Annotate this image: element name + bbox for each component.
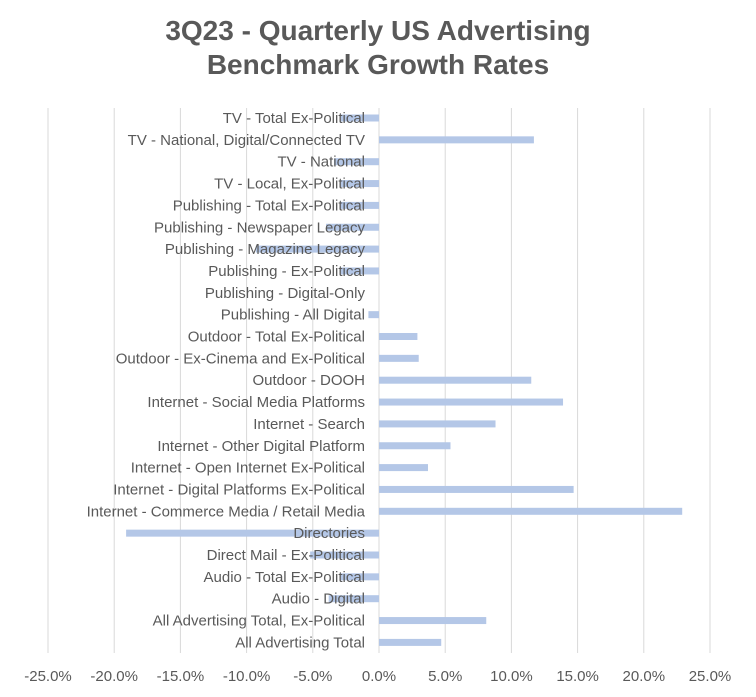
x-tick-label-8: 15.0% [556, 668, 599, 685]
bar-11 [379, 354, 419, 362]
category-label-23: All Advertising Total, Ex-Political [153, 613, 365, 630]
category-label-layer: TV - Total Ex-Political TV - National, Di… [87, 110, 366, 651]
category-label-17: Internet - Digital Platforms Ex-Politica… [113, 481, 365, 498]
category-label-3: TV - Local, Ex-Political [214, 176, 365, 193]
x-tick-label-1: -20.0% [90, 668, 138, 685]
bar-20 [310, 551, 379, 559]
category-label-22: Audio - Digital [272, 591, 365, 608]
category-label-2: TV - National [277, 154, 365, 171]
x-tick-label-0: -25.0% [24, 668, 72, 685]
bar-12 [379, 376, 532, 384]
bar-24 [379, 638, 442, 646]
x-tick-label-3: -10.0% [223, 668, 271, 685]
x-tick-label-7: 10.0% [490, 668, 533, 685]
category-label-1: TV - National, Digital/Connected TV [128, 132, 365, 149]
bar-22 [328, 595, 379, 603]
bar-6 [255, 245, 379, 253]
x-tick-label-6: 5.0% [428, 668, 462, 685]
category-label-15: Internet - Other Digital Platform [157, 438, 365, 455]
bar-0 [340, 114, 379, 122]
category-label-20: Direct Mail - Ex-Political [207, 547, 365, 564]
category-label-5: Publishing - Newspaper Legacy [154, 219, 365, 236]
category-label-10: Outdoor - Total Ex-Political [188, 329, 365, 346]
chart-title: 3Q23 - Quarterly US Advertising Benchmar… [0, 14, 756, 82]
bar-1 [379, 136, 534, 144]
category-label-13: Internet - Social Media Platforms [147, 394, 365, 411]
category-label-14: Internet - Search [253, 416, 365, 433]
x-tick-label-9: 20.0% [623, 668, 666, 685]
bar-23 [379, 617, 487, 625]
bar-9 [368, 311, 379, 319]
x-tick-label-5: 0.0% [362, 668, 396, 685]
category-label-24: All Advertising Total [235, 634, 365, 651]
bar-2 [333, 158, 379, 166]
bar-17 [379, 485, 574, 493]
bar-layer [126, 114, 683, 646]
x-tick-label-2: -15.0% [157, 668, 205, 685]
bar-16 [379, 464, 428, 472]
category-label-19: Directories [293, 525, 365, 542]
category-label-7: Publishing - Ex-Political [208, 263, 365, 280]
category-label-9: Publishing - All Digital [221, 307, 365, 324]
chart-title-line-2: Benchmark Growth Rates [206, 49, 550, 80]
bar-21 [340, 573, 379, 581]
bar-4 [340, 201, 379, 209]
bar-18 [379, 507, 683, 515]
bar-3 [340, 180, 379, 188]
x-axis-tick-layer: -25.0% -20.0% -15.0% -10.0% -5.0% 0.0% 5.0% 10.… [24, 668, 731, 685]
chart-title-line-1: 3Q23 - Quarterly US Advertising [165, 15, 591, 46]
x-tick-label-10: 25.0% [689, 668, 732, 685]
category-label-4: Publishing - Total Ex-Political [173, 197, 365, 214]
category-label-0: TV - Total Ex-Political [223, 110, 365, 127]
bar-5 [326, 223, 379, 231]
x-tick-label-4: -5.0% [293, 668, 332, 685]
bar-13 [379, 398, 564, 406]
category-label-18: Internet - Commerce Media / Retail Media [87, 503, 366, 520]
bar-14 [379, 420, 496, 428]
bar-7 [340, 267, 379, 275]
bar-19 [126, 529, 379, 537]
bar-15 [379, 442, 451, 450]
category-label-12: Outdoor - DOOH [252, 372, 365, 389]
category-label-11: Outdoor - Ex-Cinema and Ex-Political [116, 350, 365, 367]
bar-10 [379, 333, 418, 340]
category-label-6: Publishing - Magazine Legacy [165, 241, 366, 258]
category-label-21: Audio - Total Ex-Political [204, 569, 365, 586]
category-label-8: Publishing - Digital-Only [205, 285, 366, 302]
category-label-16: Internet - Open Internet Ex-Political [131, 460, 365, 477]
